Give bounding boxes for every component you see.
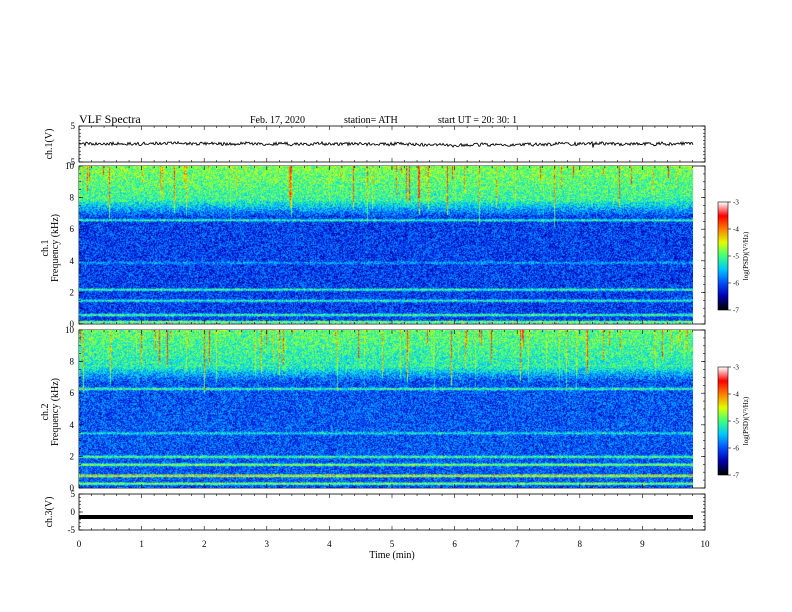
- ch3-waveform-tick-label: 0: [71, 507, 76, 517]
- ch2-colorbar-label: log(PSD)(V²/Hz): [742, 396, 750, 445]
- x-tick-label: 0: [77, 539, 82, 549]
- x-tick-label: 3: [265, 539, 270, 549]
- ch2-spectrogram-ylabel-a: ch.2: [40, 404, 51, 421]
- x-tick-label: 8: [578, 539, 583, 549]
- ch1-spectrogram-tick-label: 2: [70, 287, 75, 297]
- ch2-spectrogram-ylabel-b: Frequency (kHz): [50, 378, 61, 446]
- ch3-waveform-line: [79, 515, 693, 519]
- ch1-spectrogram-image: [79, 166, 693, 324]
- ch2-colorbar-tick-label: -3: [733, 364, 739, 372]
- ch2-spectrogram-tick-label: 10: [65, 325, 75, 335]
- ch2-colorbar-tick-label: -5: [733, 418, 739, 426]
- ch1-colorbar-tick-label: -4: [733, 226, 739, 234]
- x-tick-label: 2: [202, 539, 207, 549]
- ch2-colorbar-tick-label: -7: [733, 472, 739, 480]
- ch3-waveform-ylabel: ch.3(V): [44, 497, 55, 528]
- x-tick-label: 7: [515, 539, 520, 549]
- ch3-waveform-tick-label: -5: [68, 525, 76, 535]
- date-label: Feb. 17, 2020: [250, 115, 305, 126]
- x-tick-label: 6: [452, 539, 457, 549]
- x-tick-label: 1: [139, 539, 144, 549]
- axis-ticks: 0 1 2 3 4 5 6 7 8 9 105-550-502468100246810-3-4-5-…: [65, 121, 739, 549]
- ch2-colorbar: [717, 366, 729, 476]
- x-tick-label: 9: [640, 539, 645, 549]
- ch1-spectrogram-tick-label: 0: [70, 319, 75, 329]
- ch1-colorbar-tick-label: -5: [733, 253, 739, 261]
- ch1-spectrogram-tick-label: 10: [65, 161, 75, 171]
- x-tick-label: 10: [701, 539, 711, 549]
- ch2-colorbar-tick-label: -4: [733, 391, 739, 399]
- station-label: station= ATH: [344, 115, 398, 126]
- ch1-waveform-ylabel: ch.1(V): [44, 129, 55, 160]
- ch1-colorbar-tick-label: -3: [733, 199, 739, 207]
- ch2-spectrogram-tick-label: 6: [70, 388, 75, 398]
- ch2-spectrogram-tick-label: 8: [70, 357, 75, 367]
- ch1-spectrogram-tick-label: 4: [70, 256, 75, 266]
- ch1-waveform-line: [78, 140, 694, 148]
- ch2-spectrogram-tick-label: 2: [70, 451, 75, 461]
- start-time-label: start UT = 20: 30: 1: [438, 115, 517, 126]
- ch2-spectrogram-tick-label: 0: [70, 483, 75, 493]
- x-tick-label: 5: [390, 539, 395, 549]
- ch3-waveform-tick-label: 5: [71, 489, 76, 499]
- ch1-colorbar-tick-label: -6: [733, 280, 739, 288]
- ch2-spectrogram-tick-label: 4: [70, 420, 75, 430]
- ch1-colorbar: [717, 201, 729, 311]
- figure-title: VLF Spectra: [79, 112, 141, 126]
- ch1-spectrogram-tick-label: 6: [70, 224, 75, 234]
- ch1-spectrogram-ylabel-b: Frequency (kHz): [50, 214, 61, 282]
- ch1-colorbar-tick-label: -7: [733, 307, 739, 315]
- ch3-waveform-frame: [78, 493, 706, 531]
- ch1-colorbar-label: log(PSD)(V²/Hz): [742, 231, 750, 280]
- ch1-spectrogram-tick-label: 8: [70, 193, 75, 203]
- ch2-colorbar-tick-label: -6: [733, 445, 739, 453]
- ch1-waveform-tick-label: -5: [68, 157, 76, 167]
- x-tick-label: 4: [327, 539, 332, 549]
- ch2-spectrogram-image: [79, 330, 693, 488]
- ch1-waveform-tick-label: 5: [71, 121, 76, 131]
- ch1-spectrogram-ylabel-a: ch.1: [40, 240, 51, 257]
- x-axis-label: Time (min): [369, 550, 414, 561]
